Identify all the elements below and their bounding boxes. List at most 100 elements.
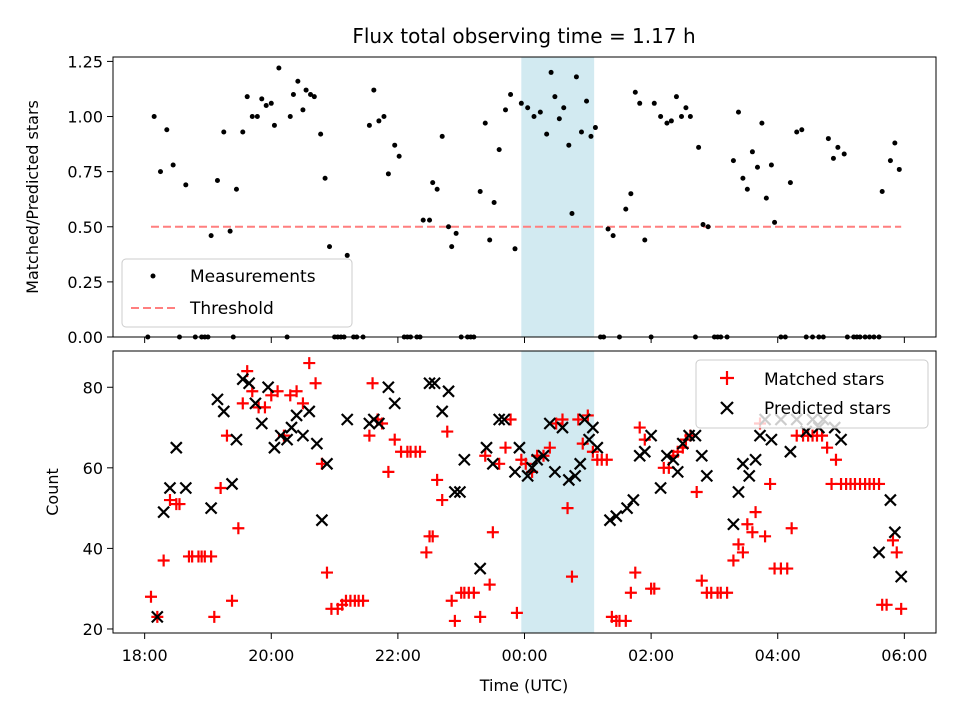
measurement-point [170,162,176,168]
matched-star-point [284,389,297,402]
measurement-point [303,87,309,93]
predicted-star-point [225,477,239,491]
measurement-point [449,244,455,250]
matched-star-point [382,465,395,478]
legend-measurements-label: Measurements [190,267,316,287]
ratio-y-axis-label: Matched/Predicted stars [23,100,42,294]
matched-star-point [320,566,333,579]
matched-star-point [543,441,556,454]
predicted-star-point [627,493,640,507]
matched-star-point [303,357,316,370]
matched-star-point [510,606,523,619]
matched-star-point [296,397,309,410]
predicted-star-point [217,405,231,418]
matched-star-point [727,554,740,567]
predicted-star-point [255,417,269,430]
matched-star-point [431,473,444,486]
matched-star-point [479,449,492,462]
count-points [144,357,908,627]
measurement-point [420,217,426,223]
measurement-point [308,91,314,97]
predicted-star-point [568,469,582,483]
predicted-star-point [442,385,455,398]
matched-star-point [486,526,499,539]
measurement-point [705,224,711,230]
predicted-star-point [315,513,329,527]
measurement-point [744,186,750,192]
predicted-star-point [586,421,600,434]
y-tick-label: 20 [83,620,103,639]
predicted-star-point [372,417,386,430]
measurement-point [427,217,433,223]
measurement-point [772,219,778,225]
predicted-star-point [872,546,886,559]
matched-star-point [721,586,734,599]
y-tick-label: 1.25 [67,52,103,71]
measurement-point [879,188,885,194]
predicted-star-point [834,433,848,446]
predicted-star-point [654,481,667,495]
legend-predicted-label: Predicted stars [764,399,891,419]
predicted-star-point [296,429,310,442]
measurement-point [221,129,227,135]
predicted-star-point [302,405,316,418]
matched-star-point [741,518,754,531]
measurement-point [496,147,502,153]
measurement-point [271,122,277,128]
predicted-star-point [548,465,562,479]
matched-star-point [214,481,227,494]
matched-star-point [572,413,585,426]
matched-star-point [695,574,708,587]
count-legend: Matched stars Predicted stars [695,359,929,429]
matched-star-point [781,562,794,575]
ratio-shaded-region [521,57,595,337]
measurement-point [254,114,260,120]
measurement-point [561,105,567,111]
measurement-point [569,211,575,217]
matched-star-point [619,614,632,627]
measurement-point [477,188,483,194]
matched-star-point [759,530,772,543]
predicted-star-point [285,421,298,434]
measurement-point [566,142,572,148]
measurement-point [552,94,558,100]
matched-star-point [600,453,613,466]
predicted-star-point [211,393,224,406]
measurement-point [208,233,214,239]
ratio-panel: 0.00 0.25 0.50 0.75 1.00 1.25 Matched/Predict… [23,52,937,347]
predicted-star-point [742,469,756,483]
legend-matched-label: Matched stars [764,370,884,390]
matched-star-point [873,477,886,490]
matched-star-point [624,586,637,599]
predicted-star-point [573,457,587,471]
matched-star-point [232,522,245,535]
predicted-star-point [170,441,183,454]
measurement-point [683,105,689,111]
measurement-point [371,87,377,93]
measurement-point [259,96,265,102]
predicted-star-point [660,449,674,463]
measurement-point [518,100,524,106]
measurement-point [610,233,616,239]
predicted-star-point [473,562,487,575]
y-tick-label: 40 [83,539,103,558]
predicted-star-point [884,493,897,507]
measurement-point [537,109,543,115]
predicted-star-point [204,501,218,515]
matched-star-point [556,413,569,426]
predicted-star-point [480,441,493,454]
measurement-point [696,144,702,150]
predicted-star-point [894,570,908,583]
predicted-star-point [492,413,506,426]
predicted-star-point [428,376,441,390]
predicted-star-point [274,429,288,442]
y-tick-label: 1.00 [67,108,103,127]
matched-star-point [565,570,578,583]
predicted-star-point [179,481,193,495]
matched-star-point [163,494,176,507]
measurement-point [439,133,445,139]
measurement-point [327,244,333,250]
legend-measurements-marker [150,273,156,279]
x-tick-label: 22:00 [375,646,421,665]
predicted-star-point [727,517,740,531]
